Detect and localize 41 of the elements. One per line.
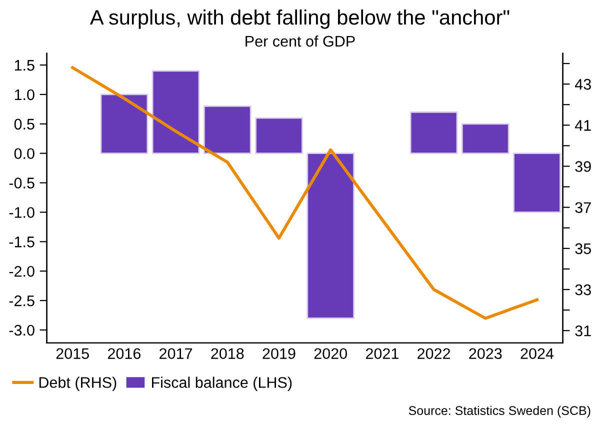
y-tick-label: -2.0: [9, 266, 34, 277]
y2-tick-label: 41: [574, 120, 591, 131]
y-tick-label: -0.5: [9, 178, 34, 188]
x-tick-label: 2016: [108, 348, 141, 360]
y-tick-label: -3.0: [9, 324, 34, 336]
y-tick-label: 1.5: [14, 60, 34, 71]
line-series: [71, 66, 539, 320]
x-tick-label: 2021: [366, 348, 398, 360]
x-tick-label: 2015: [56, 348, 89, 360]
chart-title: A surplus, with debt falling below the "anchor": [90, 9, 510, 29]
x-tick-label: 2024: [520, 348, 554, 360]
bar: [100, 94, 148, 154]
x-tick-label: 2019: [262, 348, 296, 360]
y2-tick-label: 35: [575, 243, 591, 254]
chart-subtitle: Per cent of GDP: [246, 35, 355, 47]
bar: [306, 152, 355, 319]
y-tick-label: -2.5: [9, 295, 34, 306]
bar: [410, 111, 458, 154]
x-tick-label: 2017: [160, 348, 192, 360]
x-tick-label: 2020: [314, 348, 347, 360]
y2-tick-label: 37: [575, 202, 591, 214]
y2-tick-label: 31: [575, 325, 591, 336]
x-tick-label: 2023: [469, 348, 502, 360]
legend-label: Fiscal balance (LHS): [152, 376, 292, 391]
legend-label: Debt (RHS): [39, 376, 116, 391]
y-tick-label: 0.5: [14, 118, 34, 130]
x-tick-label: 2018: [211, 348, 244, 360]
source-note: Source: Statistics Sweden (SCB): [408, 406, 590, 418]
bar: [513, 152, 561, 213]
y-tick-label: -1.5: [9, 236, 34, 248]
y2-tick-label: 33: [575, 284, 591, 296]
bar: [461, 123, 510, 154]
x-tick-label: 2022: [418, 348, 450, 360]
y-tick-label: -1.0: [9, 207, 34, 218]
bar: [152, 70, 200, 154]
y2-tick-label: 39: [575, 161, 591, 172]
bar: [203, 106, 252, 154]
y-tick-label: 0.0: [14, 148, 34, 160]
bar: [255, 117, 303, 154]
y2-tick-label: 43: [574, 78, 591, 90]
y-tick-label: 1.0: [14, 89, 34, 100]
